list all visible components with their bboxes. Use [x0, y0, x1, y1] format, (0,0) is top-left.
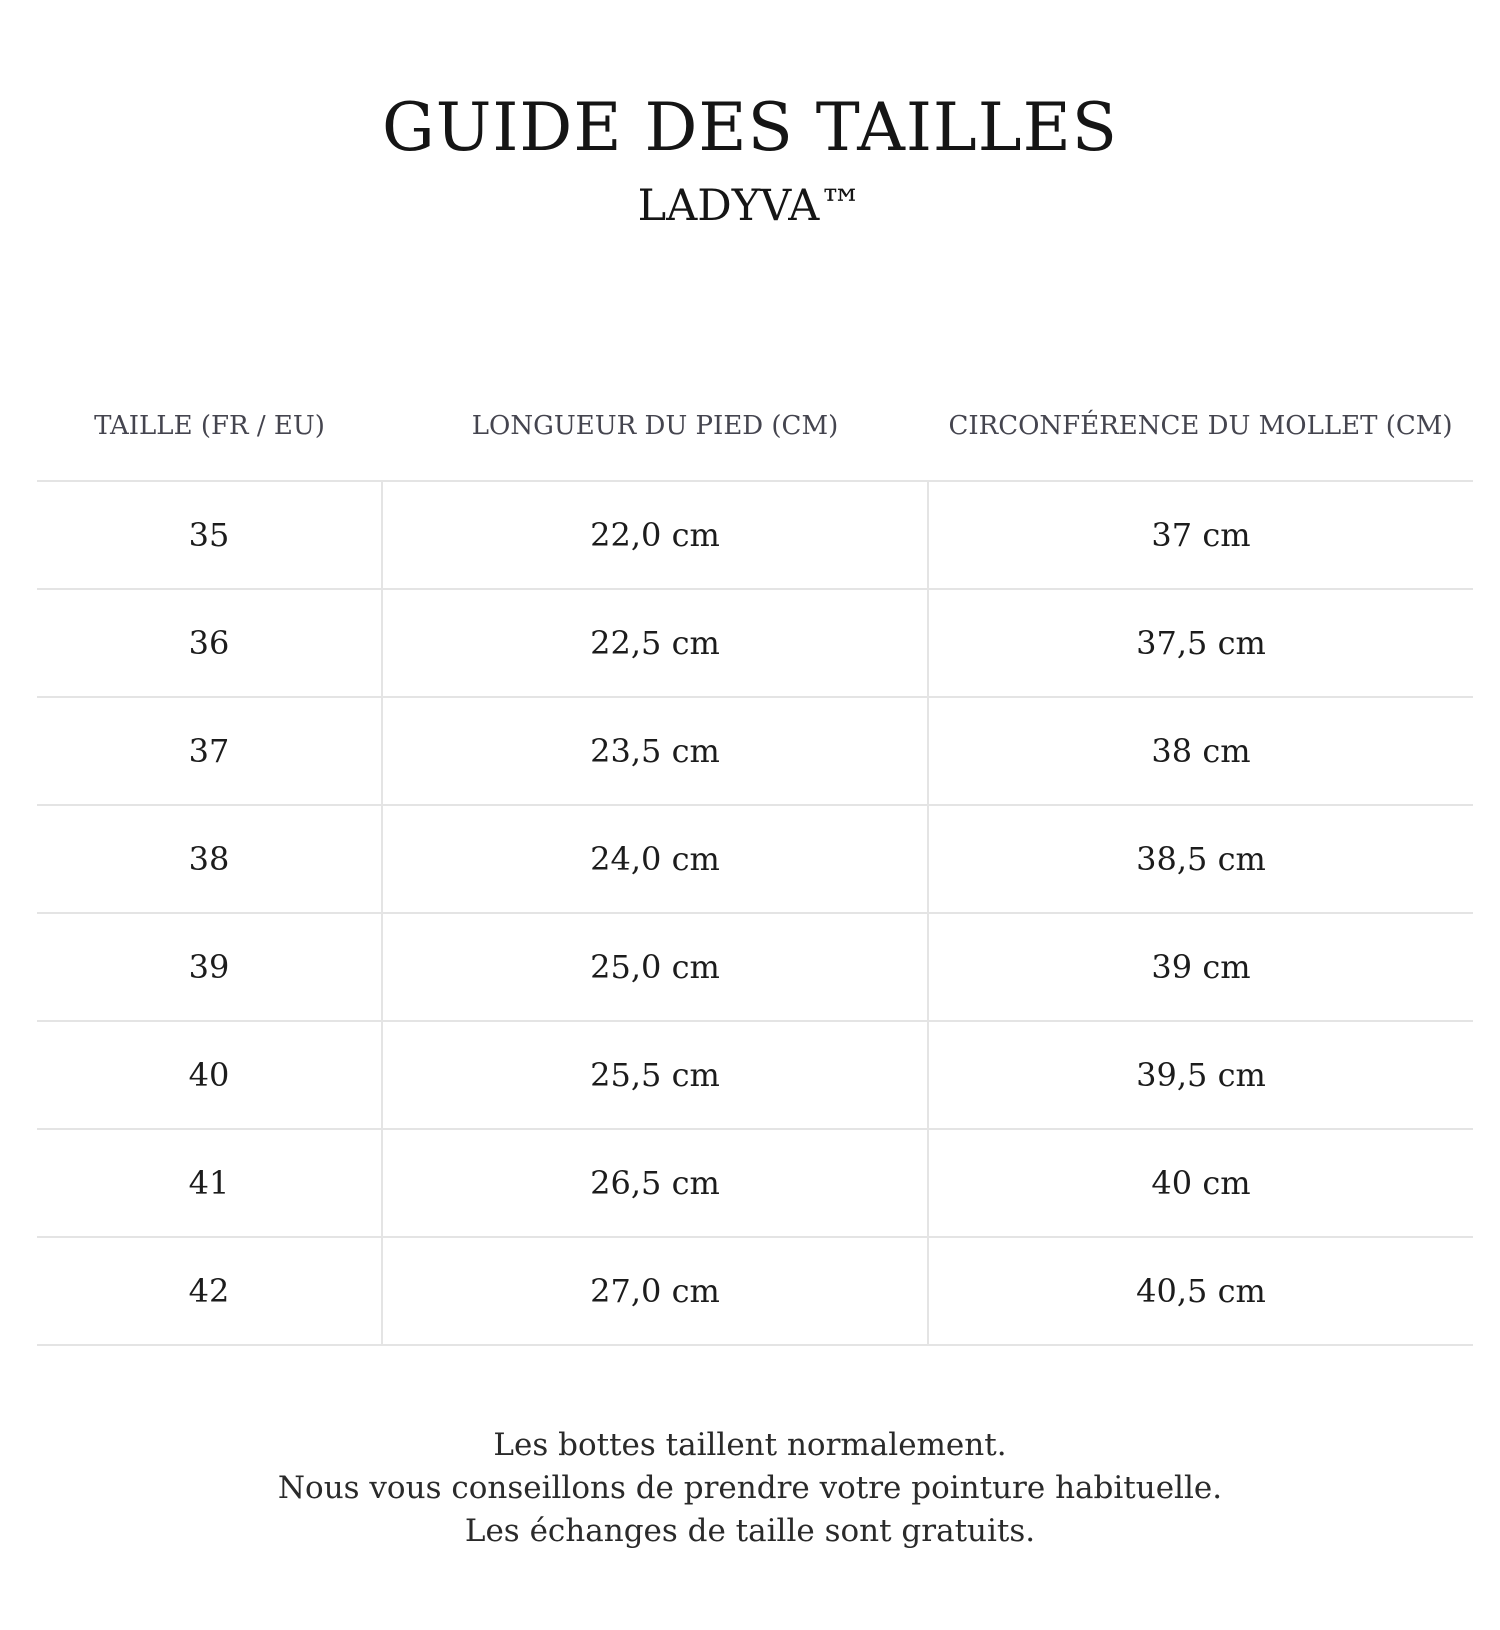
table-row: 41 26,5 cm 40 cm — [37, 1129, 1473, 1238]
cell-calf-circumference: 38,5 cm — [927, 805, 1473, 914]
cell-calf-circumference: 40 cm — [927, 1129, 1473, 1238]
cell-size: 40 — [37, 1021, 382, 1130]
cell-calf-circumference: 39 cm — [927, 913, 1473, 1022]
cell-size: 42 — [37, 1237, 382, 1346]
cell-foot-length: 22,5 cm — [381, 589, 928, 698]
cell-foot-length: 24,0 cm — [381, 805, 928, 914]
cell-size: 37 — [37, 697, 382, 806]
cell-size: 41 — [37, 1129, 382, 1238]
cell-foot-length: 22,0 cm — [381, 481, 928, 590]
table-row: 35 22,0 cm 37 cm — [37, 481, 1473, 590]
cell-size: 39 — [37, 913, 382, 1022]
table-row: 40 25,5 cm 39,5 cm — [37, 1021, 1473, 1130]
footer-line: Les bottes taillent normalement. — [493, 1427, 1007, 1463]
footer-note: Les bottes taillent normalement. Nous vo… — [0, 1424, 1500, 1553]
table-row: 42 27,0 cm 40,5 cm — [37, 1237, 1473, 1346]
table-row: 38 24,0 cm 38,5 cm — [37, 805, 1473, 914]
cell-foot-length: 26,5 cm — [381, 1129, 928, 1238]
cell-foot-length: 27,0 cm — [381, 1237, 928, 1346]
page-title: GUIDE DES TAILLES — [382, 89, 1118, 166]
table-header-row: TAILLE (FR / EU) LONGUEUR DU PIED (CM) C… — [37, 372, 1473, 482]
size-table: TAILLE (FR / EU) LONGUEUR DU PIED (CM) C… — [37, 372, 1473, 1346]
footer-line: Les échanges de taille sont gratuits. — [464, 1513, 1036, 1549]
column-header-size: TAILLE (FR / EU) — [37, 372, 382, 482]
cell-calf-circumference: 40,5 cm — [927, 1237, 1473, 1346]
cell-calf-circumference: 38 cm — [927, 697, 1473, 806]
cell-foot-length: 23,5 cm — [381, 697, 928, 806]
cell-size: 36 — [37, 589, 382, 698]
footer-line: Nous vous conseillons de prendre votre p… — [277, 1470, 1223, 1506]
cell-foot-length: 25,5 cm — [381, 1021, 928, 1130]
table-row: 36 22,5 cm 37,5 cm — [37, 589, 1473, 698]
cell-foot-length: 25,0 cm — [381, 913, 928, 1022]
cell-calf-circumference: 39,5 cm — [927, 1021, 1473, 1130]
column-header-foot-length: LONGUEUR DU PIED (CM) — [382, 372, 928, 482]
brand-subtitle: LADYVA™ — [637, 181, 863, 231]
table-row: 39 25,0 cm 39 cm — [37, 913, 1473, 1022]
cell-calf-circumference: 37 cm — [927, 481, 1473, 590]
table-row: 37 23,5 cm 38 cm — [37, 697, 1473, 806]
cell-size: 38 — [37, 805, 382, 914]
cell-size: 35 — [37, 481, 382, 590]
cell-calf-circumference: 37,5 cm — [927, 589, 1473, 698]
column-header-calf-circumference: CIRCONFÉRENCE DU MOLLET (CM) — [928, 372, 1473, 482]
